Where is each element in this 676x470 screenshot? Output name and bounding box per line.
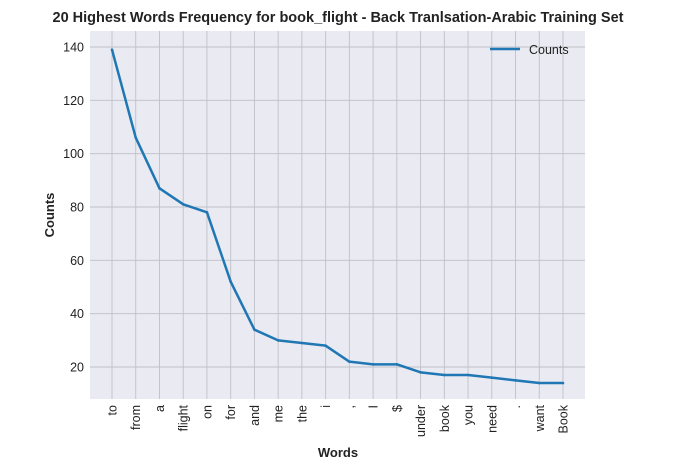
x-tick-label: Book	[557, 404, 571, 433]
data-point	[419, 371, 422, 374]
data-point	[396, 363, 399, 366]
plot-area	[90, 31, 585, 399]
x-tick-label: me	[272, 405, 286, 422]
x-tick-label: i	[319, 405, 333, 408]
x-tick-label: to	[106, 405, 120, 415]
data-point	[111, 48, 114, 51]
data-point	[206, 211, 209, 214]
y-tick-label: 100	[63, 147, 84, 161]
x-tick-label: $	[390, 405, 404, 412]
y-axis-ticks: 20 40 60 80 100 120 140	[63, 41, 84, 375]
x-tick-label: book	[438, 404, 452, 432]
data-point	[301, 342, 304, 345]
x-tick-label: and	[248, 405, 262, 426]
x-tick-label: you	[462, 405, 476, 425]
x-tick-label: I	[367, 405, 381, 408]
data-point	[514, 379, 517, 382]
x-tick-label: from	[129, 405, 143, 430]
data-point	[253, 328, 256, 331]
y-tick-label: 40	[70, 307, 84, 321]
data-point	[158, 187, 161, 190]
data-point	[372, 363, 375, 366]
y-axis-label: Counts	[42, 193, 57, 238]
x-tick-label: .	[509, 405, 523, 408]
chart-title: 20 Highest Words Frequency for book_flig…	[53, 10, 624, 26]
y-tick-label: 60	[70, 254, 84, 268]
data-point	[538, 382, 541, 385]
legend-label: Counts	[529, 43, 569, 57]
data-point	[443, 374, 446, 377]
x-axis-ticks: to from a flight on for and me the i, I $ under book y…	[106, 404, 571, 437]
data-point	[134, 136, 137, 139]
x-axis-label: Words	[318, 445, 358, 460]
x-tick-label: ,	[343, 405, 357, 408]
data-point	[490, 376, 493, 379]
data-point	[277, 339, 280, 342]
x-tick-label: want	[533, 404, 547, 432]
data-point	[562, 382, 565, 385]
data-point	[229, 280, 232, 283]
x-tick-label: need	[485, 405, 499, 433]
y-tick-label: 80	[70, 201, 84, 215]
data-point	[348, 360, 351, 363]
x-tick-label: for	[224, 405, 238, 420]
data-point	[182, 203, 185, 206]
data-point	[467, 374, 470, 377]
x-tick-label: a	[153, 405, 167, 412]
x-tick-label: the	[295, 405, 309, 422]
x-tick-label: under	[414, 405, 428, 437]
y-tick-label: 140	[63, 41, 84, 55]
y-tick-label: 120	[63, 94, 84, 108]
x-tick-label: on	[200, 405, 214, 419]
x-tick-label: flight	[177, 404, 191, 431]
data-point	[324, 344, 327, 347]
y-tick-label: 20	[70, 361, 84, 375]
